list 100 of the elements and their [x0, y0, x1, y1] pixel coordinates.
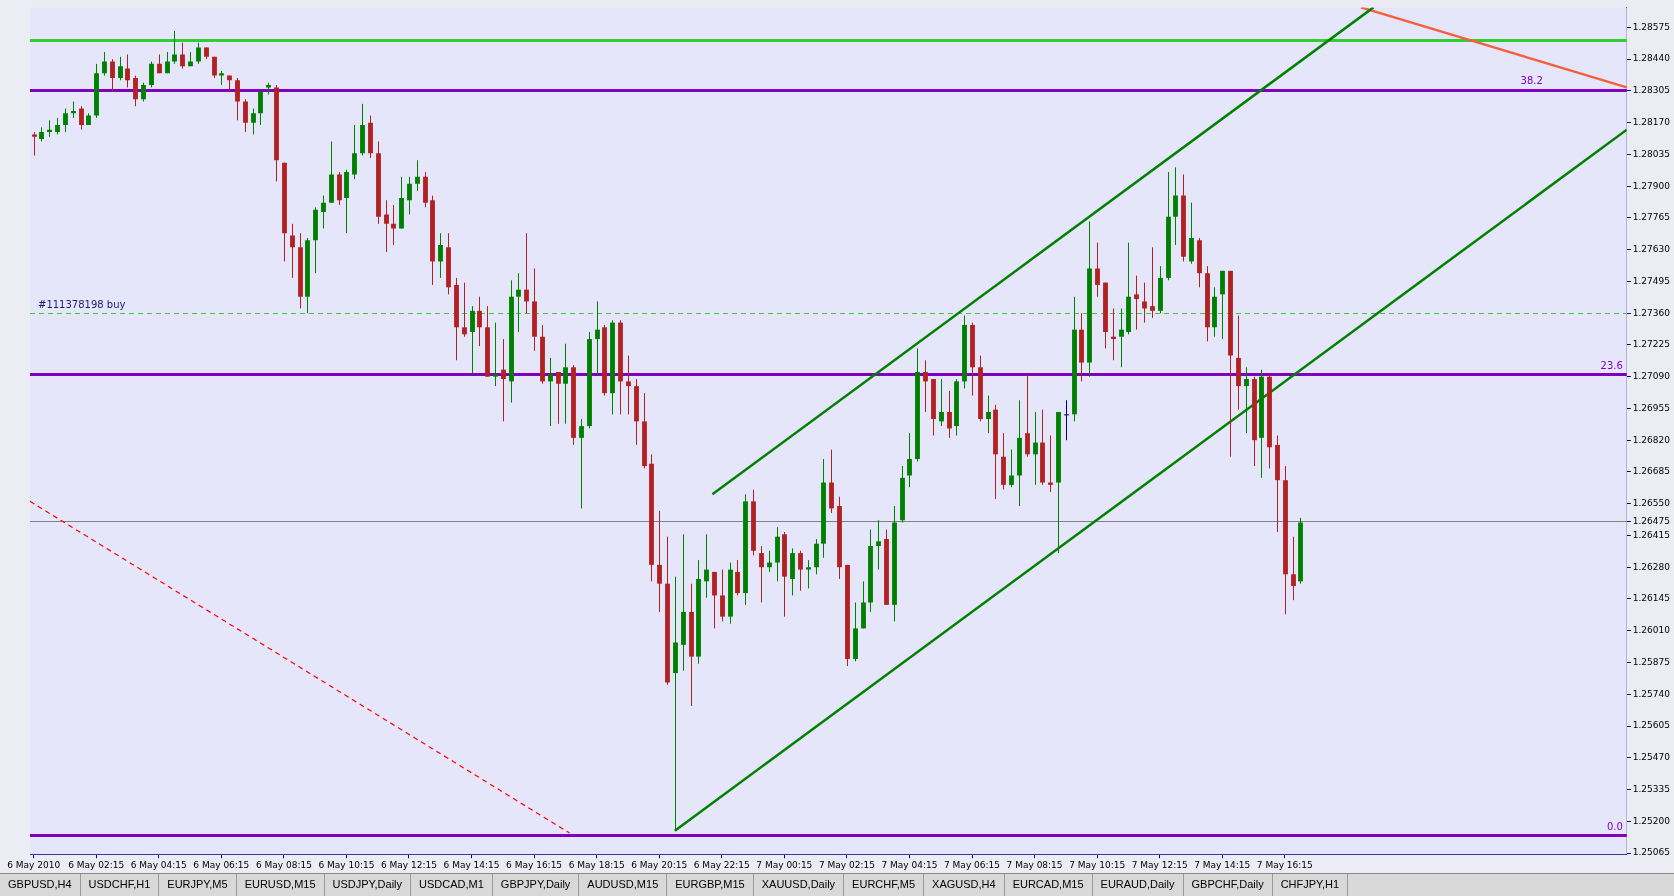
candlestick	[63, 108, 68, 133]
candlestick	[243, 98, 248, 133]
candlestick	[1111, 307, 1116, 361]
y-tick-label: 1.26550	[1632, 498, 1671, 509]
y-tick-label: 1.25470	[1632, 752, 1671, 763]
y-tick-label: 1.26955	[1632, 402, 1670, 413]
y-tick-label: 1.25875	[1632, 656, 1670, 667]
candlestick	[235, 77, 240, 121]
x-tick-label: 6 May 18:15	[568, 859, 625, 870]
candlestick	[923, 359, 928, 413]
x-tick-label: 7 May 08:15	[1006, 859, 1063, 870]
candlestick	[556, 371, 561, 425]
candlestick	[415, 159, 420, 192]
candlestick	[1142, 282, 1147, 324]
y-tick-label: 1.25065	[1632, 847, 1670, 858]
annotation: 23.6	[1600, 359, 1623, 371]
text: EURAUD,Daily	[1092, 874, 1184, 896]
candlestick	[516, 272, 521, 333]
candlestick	[321, 195, 326, 230]
text: EURGBP,M15	[667, 874, 754, 896]
text: XAUUSD,Daily	[753, 874, 845, 896]
candlestick	[493, 322, 498, 387]
x-tick-label: 7 May 02:15	[818, 859, 875, 870]
x-tick-label: 6 May 20:15	[631, 859, 688, 870]
candlestick	[657, 510, 662, 613]
candlestick	[1025, 373, 1030, 458]
candlestick	[712, 571, 717, 629]
y-tick-label: 1.26145	[1632, 593, 1670, 604]
x-tick-label: 6 May 22:15	[693, 859, 750, 870]
y-tick-label: 1.27900	[1632, 180, 1671, 191]
candlestick	[735, 559, 740, 596]
candlestick	[384, 199, 389, 253]
text: EURCAD,M15	[1004, 874, 1093, 896]
candlestick	[71, 100, 76, 119]
candlestick	[1134, 275, 1139, 331]
y-tick-label: 1.27225	[1632, 339, 1670, 350]
candlestick	[290, 223, 295, 279]
y-tick-label: 1.27495	[1632, 275, 1670, 286]
candlestick	[524, 232, 529, 314]
candlestick	[720, 569, 725, 622]
candlestick	[1173, 166, 1178, 246]
y-tick-label: 1.28035	[1632, 148, 1670, 159]
ref-line-label: #111378198 buy	[38, 299, 126, 311]
candlestick	[172, 30, 177, 65]
y-tick-label: 1.26280	[1632, 561, 1671, 572]
x-tick-label: 6 May 06:15	[193, 859, 250, 870]
y-tick-label: 1.27630	[1632, 244, 1671, 255]
text: EURJPY,M5	[159, 874, 237, 896]
x-tick-label: 7 May 06:15	[944, 859, 1001, 870]
text: GBPCHF,Daily	[1183, 874, 1273, 896]
candlestick	[47, 119, 52, 138]
annotation: 38.2	[1520, 75, 1543, 87]
candlestick	[626, 355, 631, 415]
text: USDCAD,M1	[411, 874, 493, 896]
candlestick	[32, 131, 37, 157]
candlestick	[1189, 202, 1194, 265]
text: GBPJPY,Daily	[492, 874, 580, 896]
y-tick-label: 1.27090	[1632, 371, 1671, 382]
candlestick	[125, 53, 130, 88]
x-tick-label: 6 May 14:15	[443, 859, 500, 870]
candlestick	[1119, 307, 1124, 368]
candlestick	[704, 533, 709, 599]
text: GBPUSD,H4	[0, 874, 81, 896]
candlestick	[1244, 366, 1249, 434]
text: CHFJPY,H1	[1272, 874, 1349, 896]
y-tick-label: 1.25335	[1632, 783, 1670, 794]
x-tick-label: 7 May 00:15	[756, 859, 813, 870]
candlestick	[79, 105, 84, 131]
text: AUDUSD,M15	[579, 874, 668, 896]
candlestick	[391, 204, 396, 246]
y-tick-label: 1.27360	[1632, 307, 1671, 318]
x-tick-label: 7 May 16:15	[1256, 859, 1313, 870]
text: USDJPY,Daily	[324, 874, 412, 896]
candlestick	[1095, 242, 1100, 298]
candlestick	[947, 390, 952, 439]
candlestick	[118, 56, 123, 81]
y-tick-label: 1.27765	[1632, 212, 1670, 223]
x-tick-label: 6 May 04:15	[130, 859, 187, 870]
candlestick	[251, 108, 256, 135]
x-tick-label: 7 May 10:15	[1069, 859, 1126, 870]
x-tick-label: 6 May 08:15	[255, 859, 312, 870]
y-tick-label: 1.25200	[1632, 815, 1671, 826]
text: XAGUSD,H4	[924, 874, 1005, 896]
candlestick	[798, 550, 803, 592]
candlestick	[149, 61, 154, 88]
y-tick-label: 1.25605	[1632, 720, 1670, 731]
text: EURUSD,M15	[236, 874, 325, 896]
text: EURCHF,M5	[844, 874, 925, 896]
candlestick	[1064, 399, 1069, 441]
y-tick-label: 1.28575	[1632, 21, 1670, 32]
candlestick	[470, 305, 475, 375]
candlestick	[258, 89, 263, 126]
x-tick-label: 6 May 02:15	[68, 859, 125, 870]
y-tick-label: 1.28170	[1632, 117, 1671, 127]
y-tick-label: 1.26475	[1632, 515, 1670, 526]
y-tick-label: 1.26010	[1632, 625, 1671, 636]
y-tick-label: 1.26415	[1632, 529, 1670, 540]
candlestick	[579, 418, 584, 509]
candlestick	[180, 42, 185, 70]
candlestick	[1048, 435, 1053, 493]
